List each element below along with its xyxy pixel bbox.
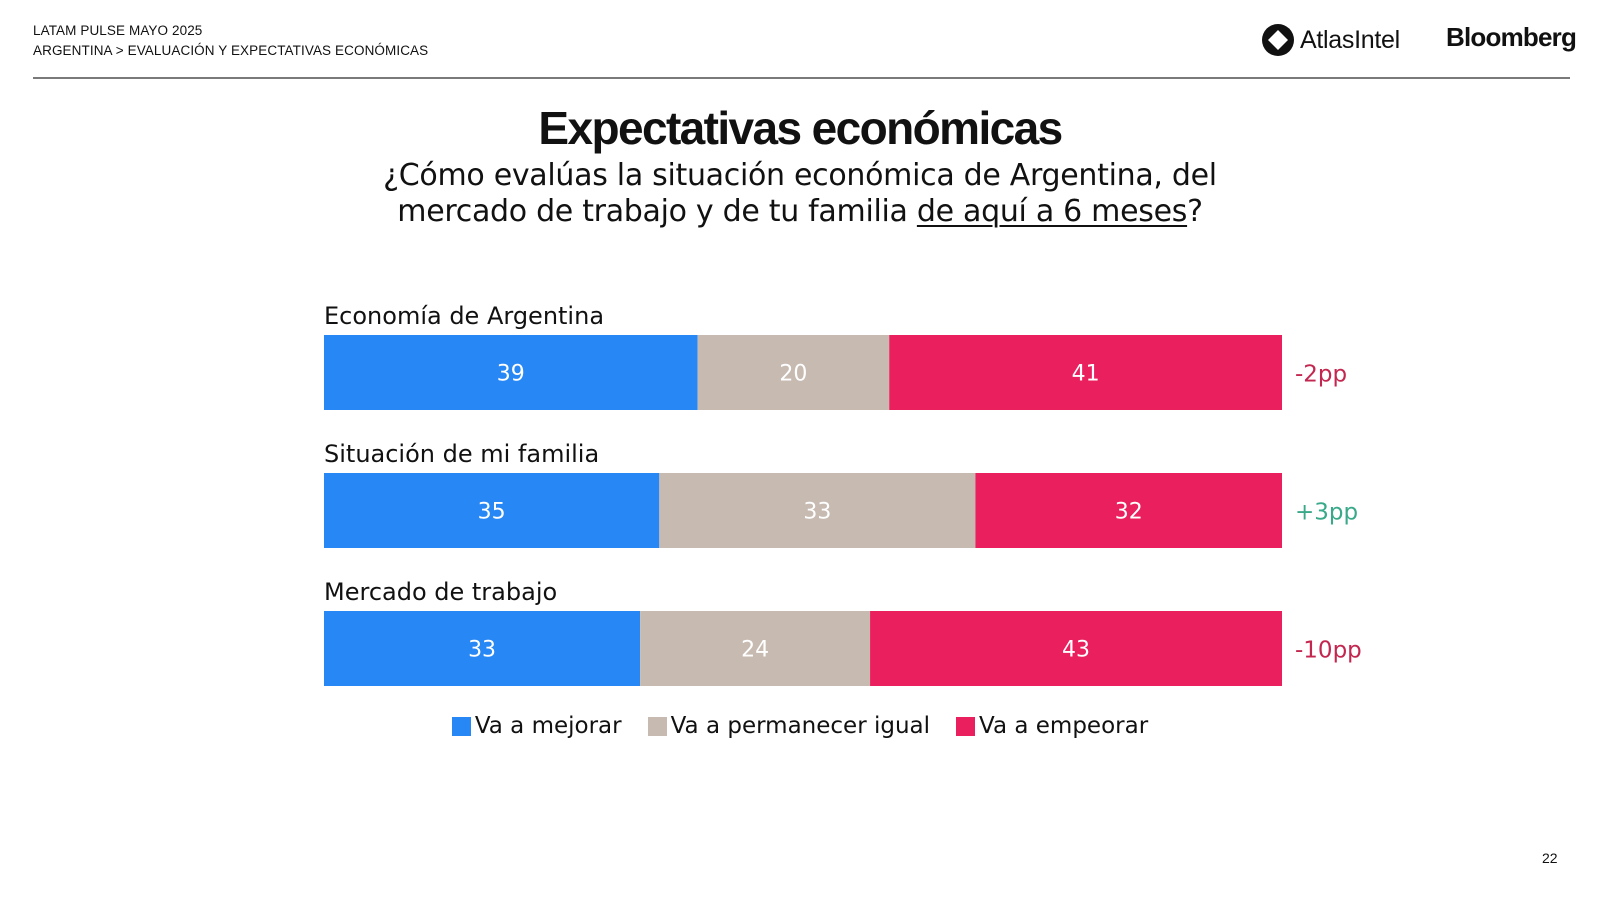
atlasintel-logo-text: AtlasIntel	[1300, 25, 1400, 54]
bar-segment	[640, 611, 871, 686]
legend-swatch	[451, 716, 471, 736]
legend-swatch	[647, 716, 667, 736]
bar-segment	[659, 473, 976, 548]
legend-label: Va a empeorar	[979, 713, 1149, 739]
bar-segment	[324, 473, 660, 548]
data-label: 20	[779, 362, 807, 387]
bar-segment	[975, 473, 1282, 548]
question-line-2: mercado de trabajo y de tu familia de aq…	[0, 194, 1600, 229]
bar-segment	[697, 335, 890, 410]
question-line-2-suffix: ?	[1187, 194, 1203, 229]
data-label: 43	[1062, 638, 1090, 663]
legend-label: Va a permanecer igual	[670, 713, 931, 739]
legend-item: Va a mejorar	[451, 713, 622, 739]
category-label: Situación de mi familia	[324, 440, 599, 468]
bar-segment	[324, 335, 698, 410]
data-label: 41	[1072, 362, 1100, 387]
question-line-1: ¿Cómo evalúas la situación económica de …	[383, 158, 1217, 193]
bar-segment	[889, 335, 1282, 410]
data-label: 39	[497, 362, 525, 387]
bloomberg-logo: Bloomberg	[1446, 22, 1577, 52]
change-label: -10pp	[1295, 638, 1362, 664]
category-label: Economía de Argentina	[324, 302, 604, 330]
bar-segment	[324, 611, 641, 686]
chart-legend: Va a mejorar Va a permanecer igual Va a em…	[0, 713, 1600, 739]
legend-item: Va a permanecer igual	[647, 713, 931, 739]
report-title: LATAM PULSE MAYO 2025	[33, 23, 203, 38]
bar-segment	[870, 611, 1282, 686]
data-label: 24	[741, 638, 769, 663]
data-label: 35	[478, 500, 506, 525]
data-label: 33	[803, 500, 831, 525]
atlasintel-logo: AtlasIntel	[1262, 22, 1400, 58]
header-divider	[33, 77, 1570, 79]
change-label: +3pp	[1295, 500, 1358, 526]
atlasintel-logo-icon	[1262, 24, 1294, 56]
data-label: 33	[468, 638, 496, 663]
page-number: 22	[1542, 850, 1558, 866]
legend-label: Va a mejorar	[474, 713, 622, 739]
page-title: Expectativas económicas	[538, 102, 1063, 154]
breadcrumb: ARGENTINA > EVALUACIÓN Y EXPECTATIVAS EC…	[33, 43, 429, 58]
legend-swatch	[956, 716, 976, 736]
legend-item: Va a empeorar	[956, 713, 1148, 739]
question-line-2-prefix: mercado de trabajo y de tu familia	[397, 194, 917, 229]
category-label: Mercado de trabajo	[324, 578, 557, 606]
change-label: -2pp	[1295, 362, 1347, 388]
data-label: 32	[1115, 500, 1143, 525]
question-timeframe: de aquí a 6 meses	[916, 194, 1188, 229]
